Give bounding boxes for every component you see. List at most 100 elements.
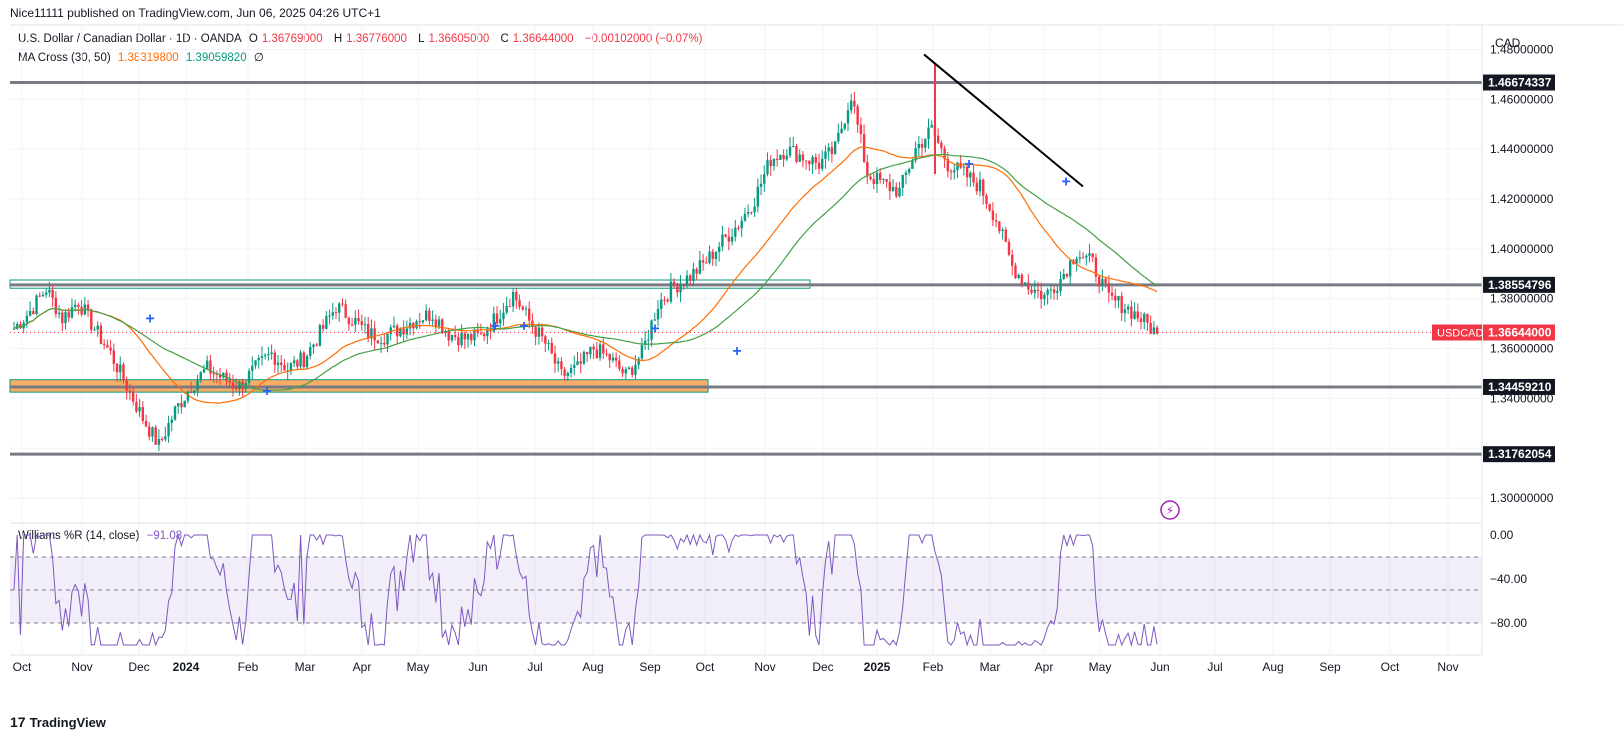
price-tick: 1.46000000 <box>1490 92 1554 106</box>
candle-body <box>383 342 386 345</box>
candle-body <box>988 203 991 211</box>
candle-body <box>882 178 885 180</box>
candle-body <box>518 300 521 307</box>
candle-body <box>122 364 125 381</box>
candle-body <box>936 135 940 143</box>
candle-body <box>296 360 299 367</box>
candle-body <box>1065 273 1069 277</box>
candle-body <box>73 304 77 308</box>
candle-body <box>83 304 87 315</box>
candle-body <box>846 110 850 124</box>
candle-body <box>260 356 264 359</box>
candle-body <box>895 187 898 197</box>
candle-body <box>209 360 212 374</box>
candle-body <box>859 124 863 135</box>
candle-body <box>270 352 273 355</box>
price-tick: 1.44000000 <box>1490 142 1554 156</box>
symbol-name[interactable]: U.S. Dollar / Canadian Dollar · 1D · OAN… <box>18 33 242 45</box>
candle-body <box>70 307 74 318</box>
candle-body <box>946 159 950 172</box>
candle-body <box>90 309 93 330</box>
price-tick: 1.30000000 <box>1490 491 1554 505</box>
candle-body <box>321 325 325 329</box>
candle-body <box>640 344 644 359</box>
candle-body <box>502 312 505 320</box>
candle-body <box>666 299 669 302</box>
candle-body <box>940 142 943 149</box>
candle-body <box>730 236 734 242</box>
candle-body <box>544 336 547 344</box>
candle-body <box>86 304 90 310</box>
candle-body <box>125 380 128 391</box>
candle-body <box>80 306 83 315</box>
candle-body <box>286 370 289 372</box>
candle-body <box>775 158 779 160</box>
candle-body <box>595 349 599 358</box>
level-price-tag-bg <box>1483 74 1555 91</box>
candle-body <box>614 357 618 361</box>
candle-body <box>1091 253 1094 258</box>
level-price-tag: 1.46674337 <box>1488 76 1552 90</box>
ma-slow-value: 1.39059820 <box>185 52 247 64</box>
candle-body <box>1081 257 1085 259</box>
candle-body <box>470 333 473 341</box>
candle-body <box>959 162 962 168</box>
candle-body <box>96 325 99 330</box>
candle-body <box>16 324 19 329</box>
cross-signal-icon: + <box>490 318 499 335</box>
candle-body <box>32 311 35 315</box>
trendline <box>923 53 1084 188</box>
candle-body <box>769 160 772 167</box>
wr-indicator-name[interactable]: Williams %R (14, close) <box>18 530 140 542</box>
ma-indicator-name[interactable]: MA Cross (30, 50) <box>18 52 111 64</box>
candle-body <box>1146 313 1149 323</box>
candle-body <box>1078 257 1082 259</box>
cross-signal-icon: + <box>650 321 659 338</box>
candle-body <box>576 361 579 365</box>
candle-body <box>135 401 138 412</box>
candle-body <box>1036 289 1040 292</box>
candle-body <box>228 380 231 383</box>
candle-body <box>486 330 489 337</box>
candle-body <box>292 360 296 364</box>
candle-body <box>994 220 998 222</box>
candle-body <box>251 365 254 371</box>
tradingview-logo: 17 <box>10 714 26 730</box>
time-tick: Mar <box>295 660 316 674</box>
candle-body <box>460 333 463 346</box>
close-value: C 1.36644000 <box>500 33 574 45</box>
candle-body <box>367 324 370 339</box>
candle-body <box>862 134 866 163</box>
candle-body <box>247 370 251 383</box>
candle-body <box>605 353 608 355</box>
ma-slow-line <box>13 153 1158 391</box>
time-tick: Dec <box>128 660 149 674</box>
candle-body <box>1046 289 1049 295</box>
time-tick: Jul <box>1207 660 1222 674</box>
candle-body <box>154 427 157 445</box>
brand-name[interactable]: TradingView <box>29 714 106 730</box>
candle-body <box>1027 282 1030 290</box>
candle-body <box>183 400 186 408</box>
candle-body <box>499 319 502 324</box>
candle-body <box>808 160 811 165</box>
candle-body <box>907 169 911 173</box>
price-tick: 1.40000000 <box>1490 242 1554 256</box>
candle-body <box>1043 294 1046 300</box>
candle-body <box>189 391 193 394</box>
level-price-tag: 1.34459210 <box>1488 380 1552 394</box>
candle-body <box>1110 292 1114 296</box>
candle-body <box>917 143 921 149</box>
candle-body <box>872 179 875 185</box>
open-value: O 1.36769000 <box>248 33 323 45</box>
candle-body <box>721 234 724 247</box>
candle-body <box>318 325 322 346</box>
candle-body <box>357 318 360 322</box>
footer: 17 TradingView <box>10 714 106 730</box>
candle-body <box>138 407 141 412</box>
candle-body <box>611 357 615 361</box>
candle-body <box>608 353 611 361</box>
candle-body <box>167 423 170 437</box>
candle-body <box>1052 289 1056 293</box>
